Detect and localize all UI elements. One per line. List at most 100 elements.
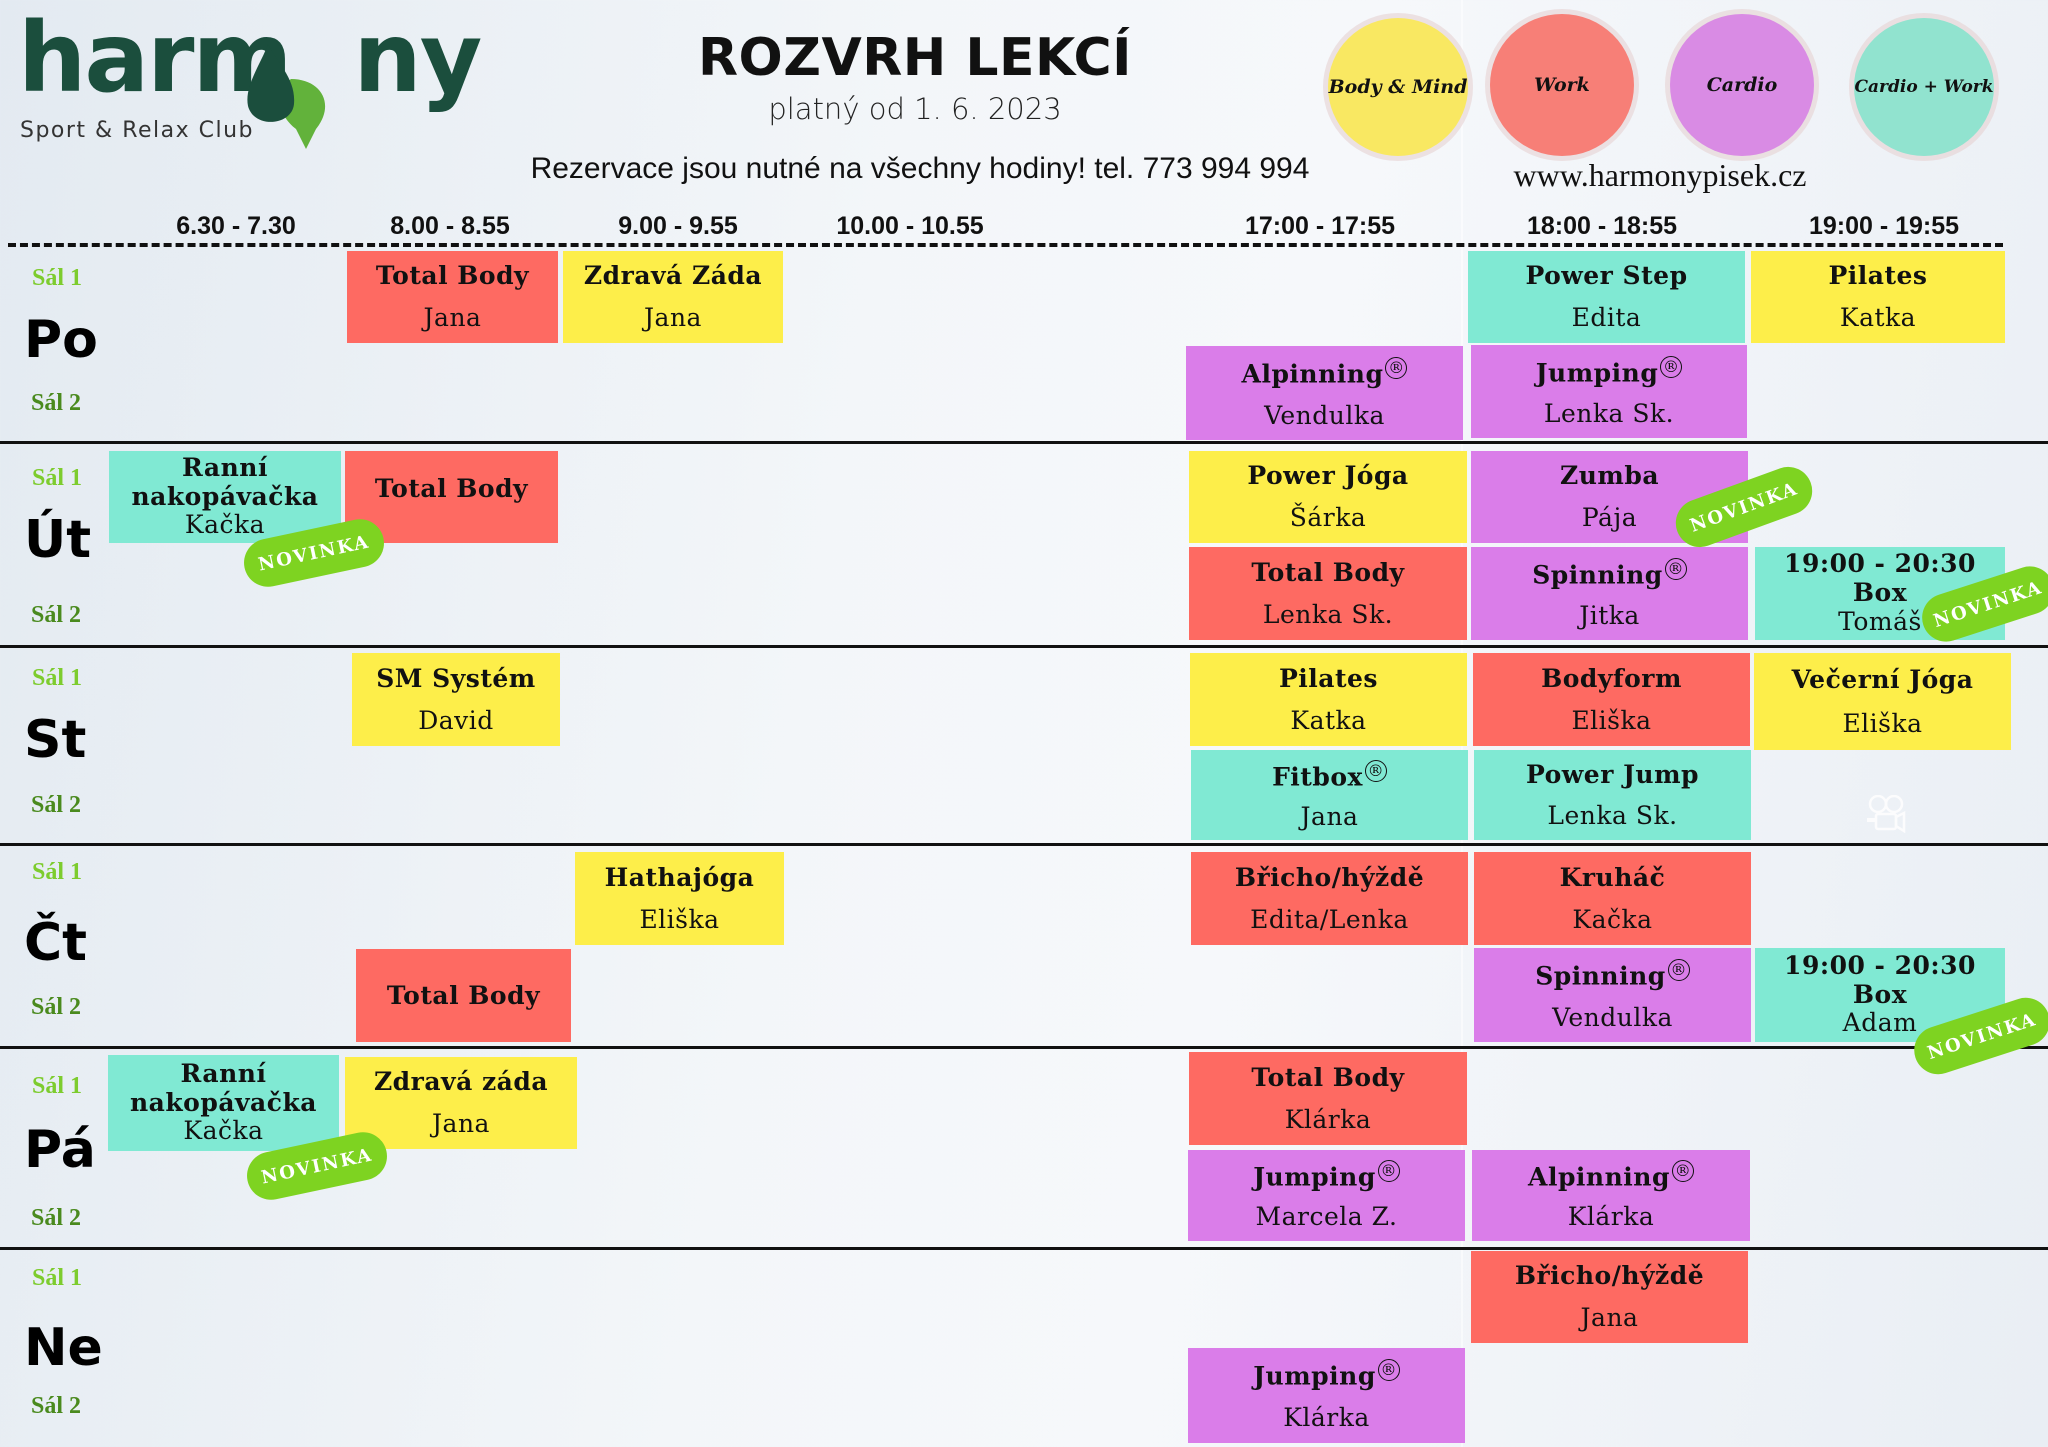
validity-date: platný od 1. 6. 2023 [768,92,1062,126]
class-name: Večerní Jóga [1791,664,1974,694]
day-divider [0,441,2048,444]
class-block[interactable]: Alpinning ® Klárka [1472,1150,1750,1241]
class-block[interactable]: Fitbox ® Jana [1191,750,1468,840]
class-trainer: Pája [1581,503,1638,533]
day-label-ut: Út [24,510,92,570]
time-slot-1000: 10.00 - 10.55 [836,212,984,240]
class-block[interactable]: Total Body Lenka Sk. [1189,547,1467,640]
website-link[interactable]: www.harmonypisek.cz [1513,157,1807,193]
legend-body-mind: Body & Mind [1328,18,1468,156]
legend-cardio-work: Cardio + Work [1854,18,1994,156]
day-label-ne: Ne [24,1318,103,1378]
class-trainer: Šárka [1289,503,1367,533]
class-trainer: Jana [644,303,702,333]
hall-2-label: Sál 2 [31,602,82,628]
time-slot-1700: 17:00 - 17:55 [1244,212,1396,240]
class-trainer: Katka [1839,303,1917,333]
day-divider [0,1046,2048,1049]
class-block[interactable]: Total Body [356,949,571,1042]
class-name: SM Systém [376,663,536,693]
class-name: Total Body [1251,557,1405,587]
class-block[interactable]: Power Step Edita [1468,251,1745,343]
class-block[interactable]: SM Systém David [352,653,560,746]
registered-trademark-icon: ® [1664,557,1687,580]
legend-label: Cardio [1706,74,1778,96]
class-block[interactable]: Bodyform Eliška [1473,653,1750,746]
class-trainer: Lenka Sk. [1547,800,1678,830]
class-name: Kruháč [1559,862,1666,892]
class-time: 19:00 - 20:30 [1784,549,1976,579]
class-trainer: Vendulka [1552,1002,1673,1032]
class-trainer: Jana [1300,801,1359,831]
class-name: Total Body [386,980,541,1010]
class-trainer: Klárka [1567,1202,1655,1232]
day-label-po: Po [24,310,98,370]
class-block[interactable]: Total Body [345,451,558,543]
legend-cardio: Cardio [1670,14,1814,156]
class-name: Alpinning [1528,1162,1670,1192]
class-block[interactable]: Zdravá Záda Jana [563,251,783,343]
class-trainer: Klárka [1284,1105,1372,1134]
class-name: Jumping [1253,1162,1376,1192]
class-block[interactable]: Ranní nakopávačka Kačka [109,451,341,543]
hall-2-label: Sál 2 [31,994,82,1020]
class-trainer: Vendulka [1264,400,1385,430]
class-name: Břicho/hýždě [1514,1261,1705,1291]
class-trainer: Edita [1571,303,1642,333]
legend-label: Cardio + Work [1854,77,1994,97]
class-name: Ranní nakopávačka [129,1058,318,1117]
class-block[interactable]: Ranní nakopávačka Kačka [108,1055,339,1151]
time-slot-0630: 6.30 - 7.30 [176,212,296,240]
class-trainer: Lenka Sk. [1262,600,1394,629]
class-block[interactable]: Total Body Jana [347,251,558,343]
class-trainer: Jitka [1579,600,1640,630]
class-trainer: Adam [1842,1008,1918,1038]
class-trainer: Tomáš [1838,606,1922,636]
class-block[interactable]: Jumping ® Klárka [1188,1348,1465,1443]
class-name: Spinning [1532,559,1663,589]
hall-2-label: Sál 2 [31,390,82,416]
class-block[interactable]: Zdravá záda Jana [345,1057,577,1149]
class-name: Power Jóga [1247,461,1409,491]
class-block[interactable]: Total Body Klárka [1189,1052,1467,1145]
class-trainer: Eliška [1842,709,1923,738]
hall-1-label: Sál 1 [32,465,83,491]
class-block[interactable]: Jumping ® Marcela Z. [1188,1150,1465,1241]
class-name: Box [1852,578,1908,608]
class-name: Total Body [374,474,529,503]
page-title: ROZVRH LEKCÍ [698,28,1132,88]
day-label-st: St [24,710,87,770]
class-block[interactable]: Kruháč Kačka [1474,852,1751,945]
hall-1-label: Sál 1 [32,859,83,885]
class-name: Hathajóga [604,862,755,892]
class-block[interactable]: Alpinning ® Vendulka [1186,346,1463,440]
class-trainer: Eliška [1571,706,1652,735]
film-projector-icon [1867,795,1906,833]
hall-2-label: Sál 2 [31,792,82,818]
class-block[interactable]: Spinning ® Vendulka [1474,948,1751,1042]
class-block[interactable]: Hathajóga Eliška [575,852,784,945]
class-block[interactable]: 19:00 - 20:30 Box Tomáš [1755,547,2005,640]
water-drop-icon [247,44,326,149]
legend-work: Work [1490,14,1634,156]
class-block[interactable]: Power Jóga Šárka [1189,451,1467,543]
class-block[interactable]: Večerní Jóga Eliška [1754,653,2011,750]
class-block[interactable]: Břicho/hýždě Jana [1471,1251,1748,1343]
class-name: Alpinning [1241,359,1384,389]
class-block[interactable]: Pilates Katka [1190,653,1467,746]
class-block[interactable]: Břicho/hýždě Edita/Lenka [1191,852,1468,945]
class-trainer: Klárka [1283,1403,1370,1433]
class-block[interactable]: Power Jump Lenka Sk. [1474,750,1751,840]
class-block[interactable]: Jumping ® Lenka Sk. [1471,345,1747,438]
class-block[interactable]: Pilates Katka [1751,251,2005,343]
class-name: Fitbox [1272,762,1363,792]
class-trainer: Edita/Lenka [1250,905,1409,934]
legend-label: Work [1534,74,1590,96]
registered-trademark-icon: ® [1385,356,1408,379]
hall-2-label: Sál 2 [31,1393,82,1419]
time-slot-0800: 8.00 - 8.55 [390,212,510,240]
class-trainer: Lenka Sk. [1543,398,1675,428]
day-divider [0,1247,2048,1250]
day-divider [0,645,2048,648]
class-block[interactable]: Spinning ® Jitka [1471,547,1748,640]
